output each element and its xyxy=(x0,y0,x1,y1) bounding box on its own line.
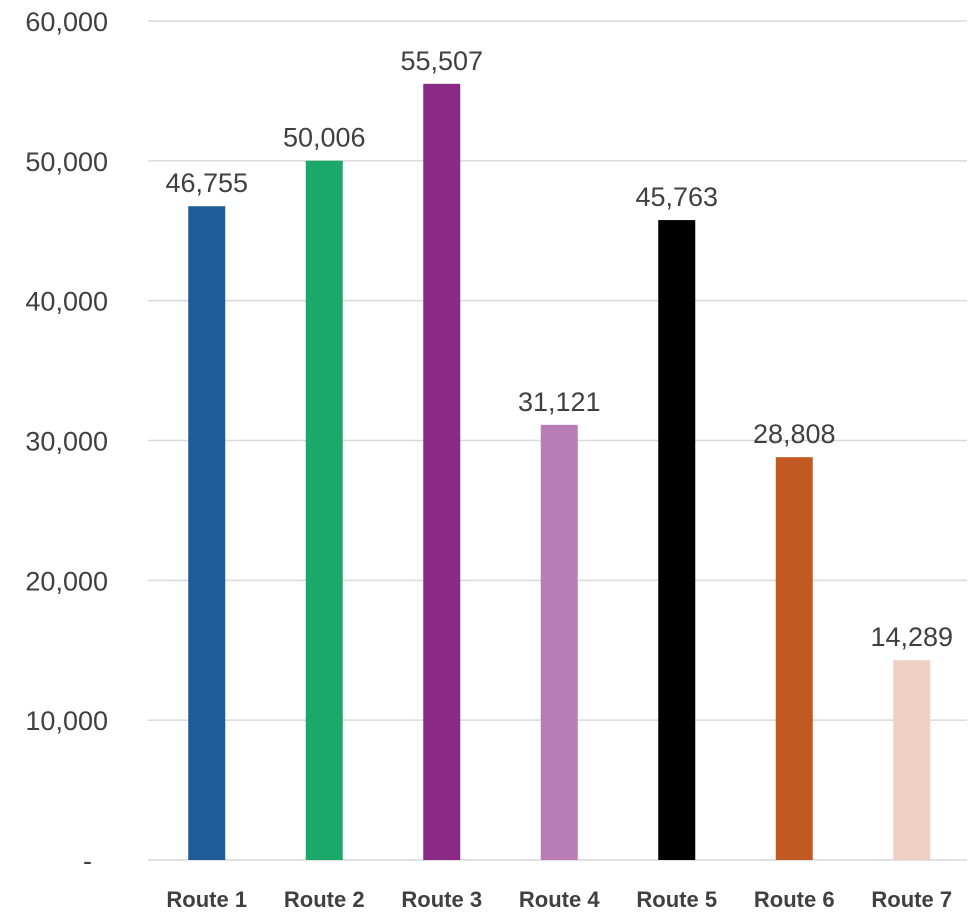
data-label: 55,507 xyxy=(400,46,483,76)
y-tick-label: 30,000 xyxy=(25,427,108,457)
bar xyxy=(775,457,813,860)
x-axis: Route 1 Route 2 Route 3 Route 4 Route 5 Route… xyxy=(166,887,952,912)
x-tick-label: Route 1 xyxy=(166,887,247,912)
y-tick-label: 50,000 xyxy=(25,147,108,177)
data-label: 50,006 xyxy=(283,123,366,153)
x-tick-label: Route 3 xyxy=(401,887,482,912)
y-tick-label: 40,000 xyxy=(25,287,108,317)
y-axis: - 10,000 20,000 30,000 40,000 50,000 60,000 xyxy=(25,7,108,876)
bar xyxy=(658,220,696,861)
data-label: 46,755 xyxy=(165,168,248,198)
x-tick-label: Route 2 xyxy=(284,887,365,912)
bar xyxy=(305,160,343,860)
x-tick-label: Route 6 xyxy=(754,887,835,912)
bar xyxy=(893,660,931,860)
bar xyxy=(188,206,226,861)
y-tick-label: 60,000 xyxy=(25,7,108,37)
y-tick-label: 10,000 xyxy=(25,706,108,736)
data-label: 28,808 xyxy=(753,419,836,449)
data-label: 14,289 xyxy=(870,622,953,652)
bar xyxy=(423,83,461,860)
data-label: 45,763 xyxy=(635,182,718,212)
x-tick-label: Route 5 xyxy=(636,887,717,912)
bars xyxy=(188,83,931,861)
bar xyxy=(540,424,578,860)
y-tick-label: - xyxy=(83,846,92,876)
data-labels: 46,755 50,006 55,507 31,121 45,763 28,808 14,2… xyxy=(165,46,953,652)
data-label: 31,121 xyxy=(518,387,601,417)
x-tick-label: Route 7 xyxy=(871,887,952,912)
x-tick-label: Route 4 xyxy=(519,887,600,912)
y-tick-label: 20,000 xyxy=(25,566,108,596)
